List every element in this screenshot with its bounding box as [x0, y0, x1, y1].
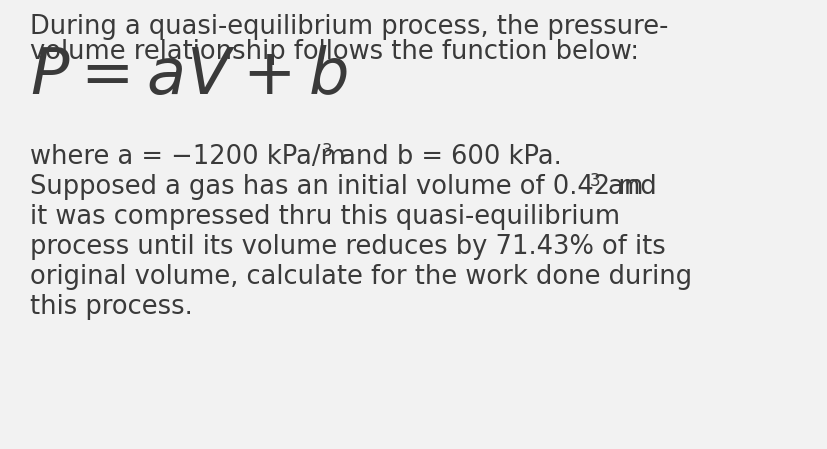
- Text: 3: 3: [590, 172, 600, 190]
- Text: process until its volume reduces by 71.43% of its: process until its volume reduces by 71.4…: [30, 234, 665, 260]
- Text: During a quasi-equilibrium process, the pressure-: During a quasi-equilibrium process, the …: [30, 14, 667, 40]
- Text: Supposed a gas has an initial volume of 0.42 m: Supposed a gas has an initial volume of …: [30, 174, 643, 200]
- Text: and: and: [600, 174, 656, 200]
- Text: this process.: this process.: [30, 294, 193, 320]
- Text: volume relationship follows the function below:: volume relationship follows the function…: [30, 39, 638, 65]
- Text: and b = 600 kPa.: and b = 600 kPa.: [332, 144, 561, 170]
- Text: where a = −1200 kPa/m: where a = −1200 kPa/m: [30, 144, 346, 170]
- Text: $P = aV + b$: $P = aV + b$: [30, 46, 347, 107]
- Text: original volume, calculate for the work done during: original volume, calculate for the work …: [30, 264, 691, 290]
- Text: it was compressed thru this quasi-equilibrium: it was compressed thru this quasi-equili…: [30, 204, 619, 230]
- Text: 3: 3: [322, 142, 332, 160]
